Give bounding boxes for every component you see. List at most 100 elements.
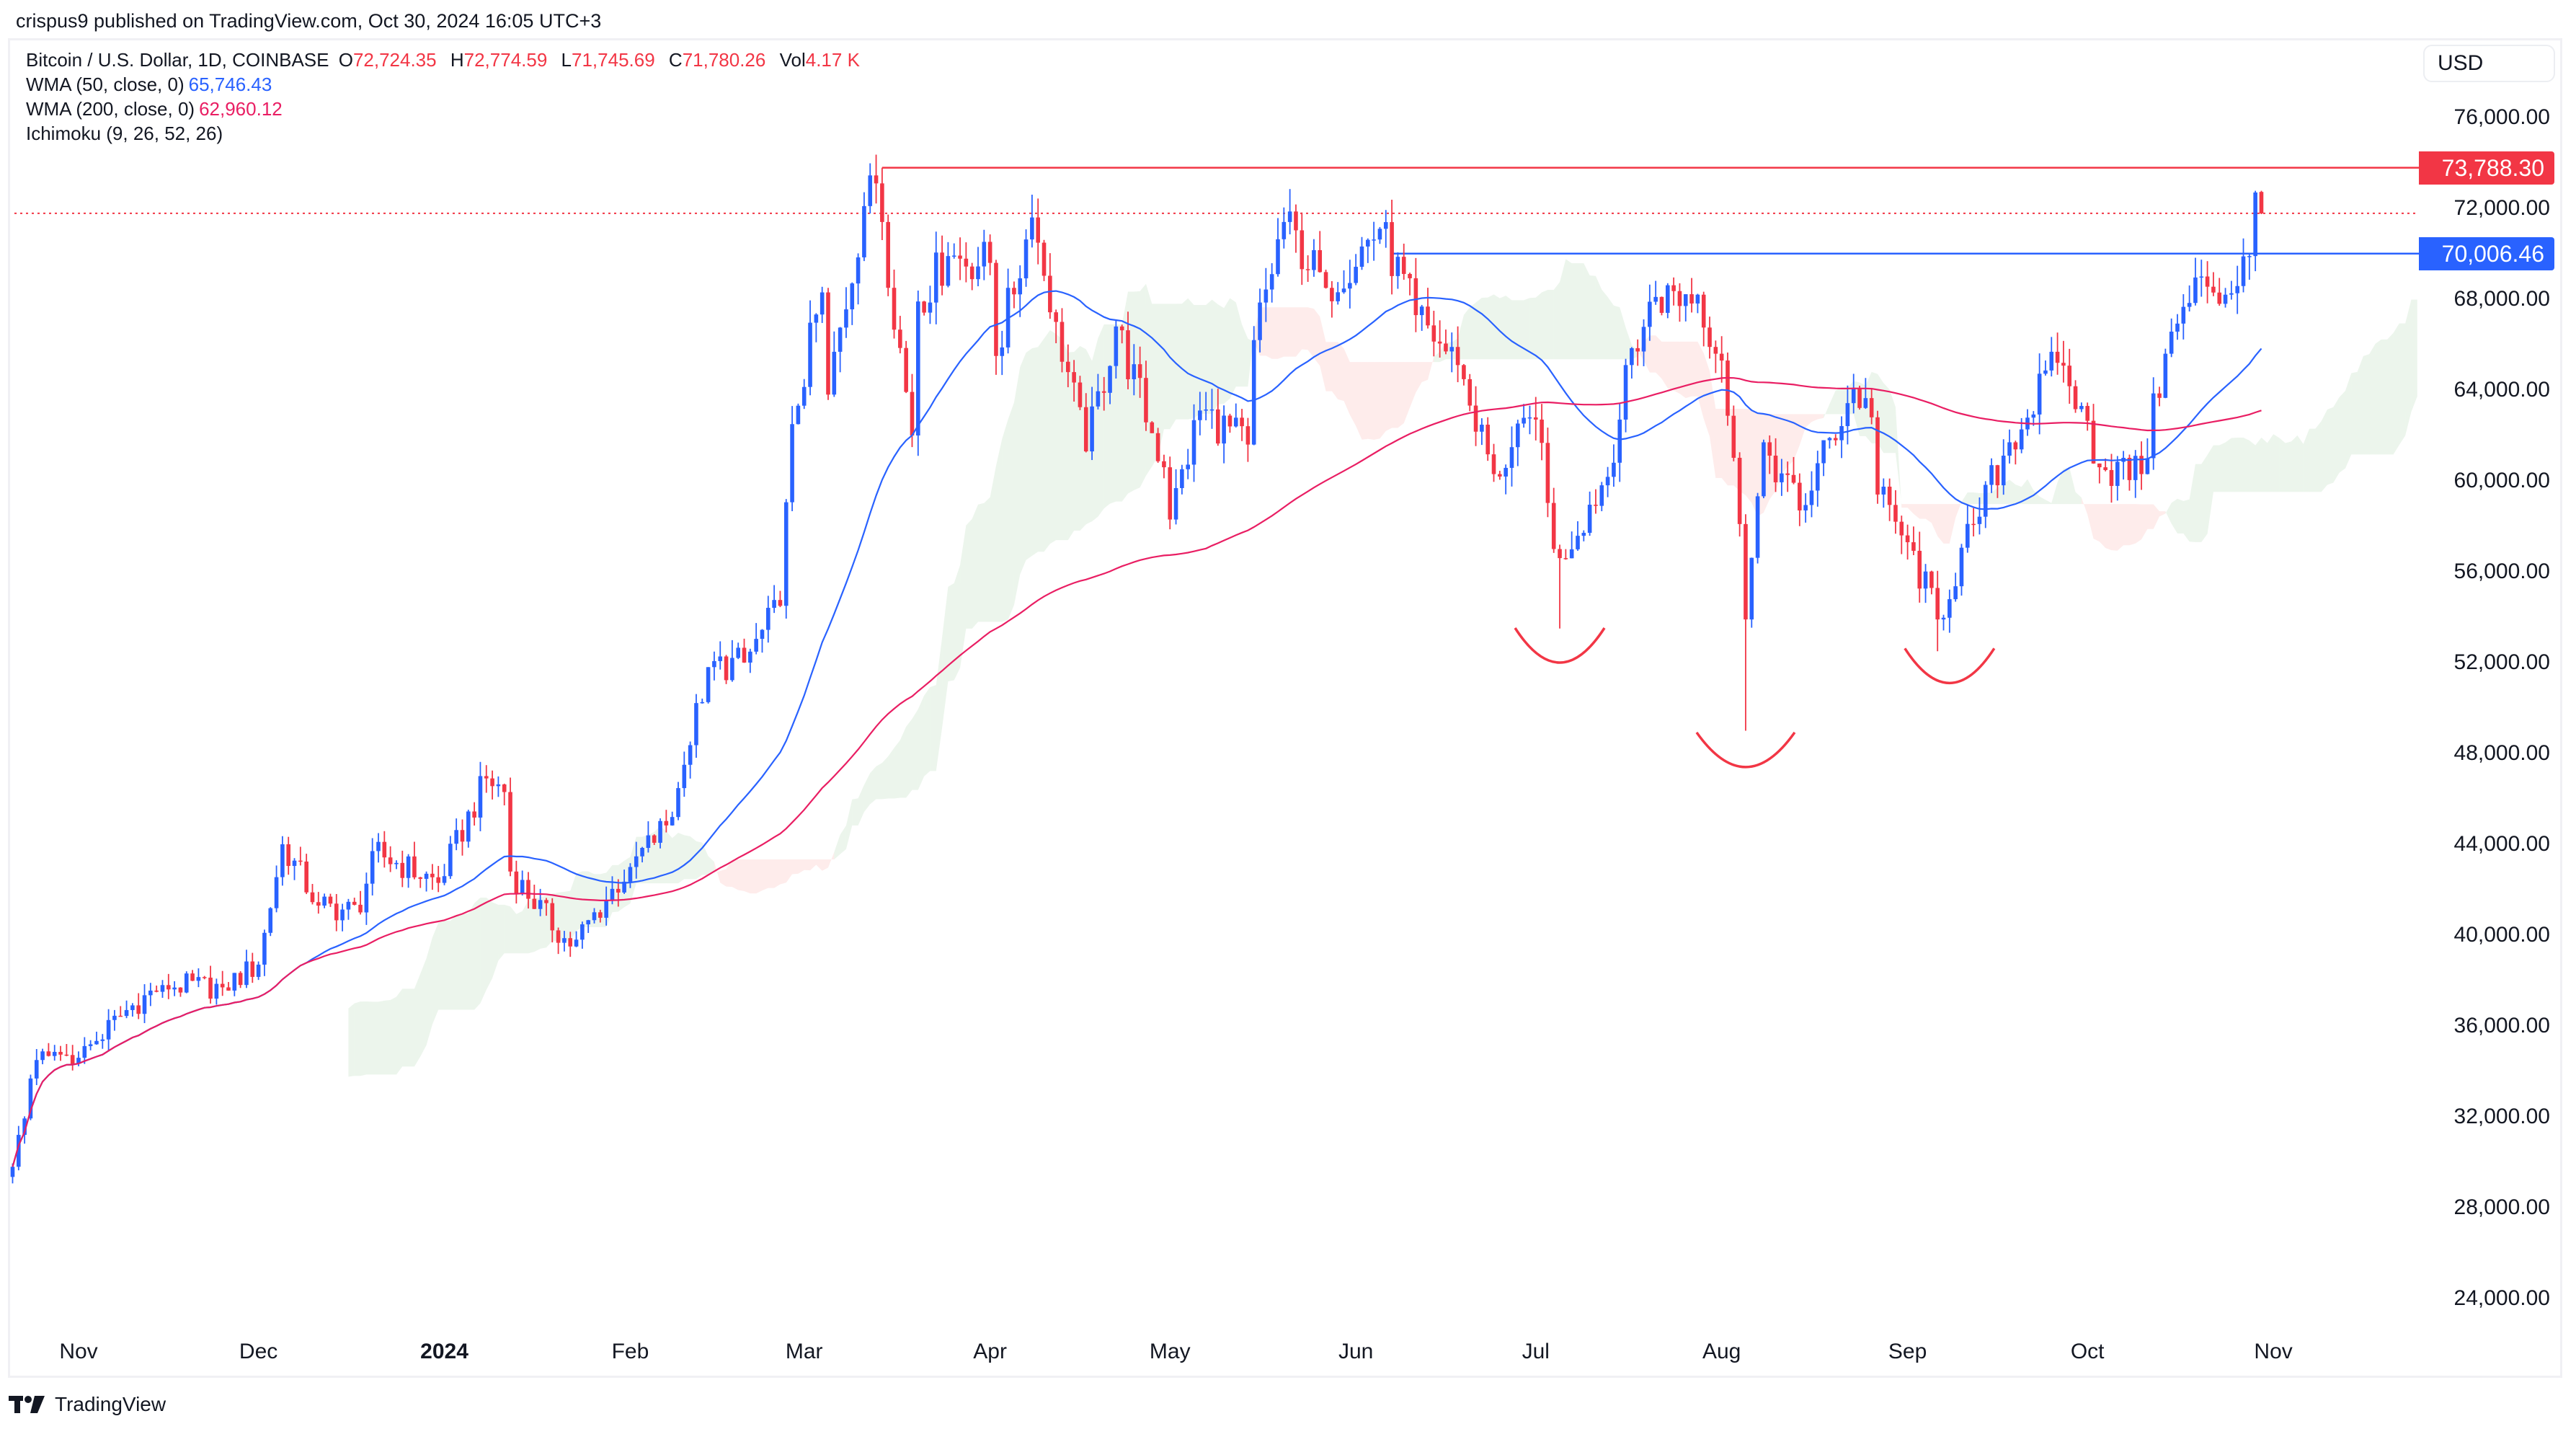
ichimoku-cloud-segment — [1416, 362, 1422, 393]
ichimoku-cloud-segment — [1421, 362, 1428, 383]
ichimoku-cloud-segment — [912, 709, 918, 790]
candle-body — [484, 776, 489, 779]
candle-body — [1803, 505, 1808, 510]
candle-body — [514, 871, 519, 894]
candle-body — [796, 405, 801, 425]
open-label: O — [338, 49, 353, 71]
publisher-line: crispus9 published on TradingView.com, O… — [16, 10, 602, 32]
candle-body — [430, 873, 435, 877]
candle-body — [454, 830, 458, 844]
candle-body — [508, 792, 512, 872]
time-tick-label: Sep — [1888, 1340, 1927, 1363]
ichimoku-cloud-segment — [2291, 435, 2298, 492]
ichimoku-cloud-segment — [1889, 389, 1896, 454]
ichimoku-label: Ichimoku (9, 26, 52, 26) — [26, 123, 223, 144]
candle-body — [766, 608, 770, 630]
candle-body — [898, 329, 902, 348]
ichimoku-cloud-segment — [1224, 298, 1230, 404]
candle-body — [1245, 426, 1251, 445]
legend-ichimoku[interactable]: Ichimoku (9, 26, 52, 26) — [26, 123, 227, 145]
candle-body — [1791, 474, 1796, 483]
pattern-arc — [1695, 731, 1796, 769]
ichimoku-cloud-segment — [1206, 299, 1212, 414]
ichimoku-cloud-segment — [2189, 464, 2195, 542]
candle-body — [2031, 414, 2036, 418]
ichimoku-cloud-segment — [1811, 414, 1818, 422]
candle-body — [1263, 289, 1269, 303]
ichimoku-cloud-segment — [1266, 307, 1272, 359]
ichimoku-cloud-segment — [906, 718, 912, 798]
price-tick-label: 72,000.00 — [2453, 196, 2550, 220]
ichimoku-cloud-segment — [1715, 408, 1722, 478]
ichimoku-cloud-segment — [1278, 307, 1284, 359]
ichimoku-cloud-segment — [2195, 464, 2202, 542]
ichimoku-cloud-segment — [2411, 299, 2417, 412]
open-value: 72,724.35 — [352, 49, 437, 71]
candle-body — [2181, 306, 2186, 324]
ichimoku-cloud-segment — [1194, 305, 1200, 419]
candle-body — [838, 327, 843, 352]
ichimoku-cloud-segment — [1313, 309, 1320, 366]
wma50-line — [12, 290, 2262, 1167]
ichimoku-cloud-segment — [2099, 504, 2106, 549]
candle-body — [862, 205, 866, 257]
ichimoku-cloud-segment — [1302, 307, 1308, 350]
candle-body — [658, 820, 662, 843]
ichimoku-cloud-segment — [2021, 479, 2028, 505]
currency-button[interactable]: USD — [2423, 45, 2555, 82]
candle-body — [1282, 221, 1287, 239]
candle-body — [2175, 323, 2180, 332]
candle-body — [262, 932, 267, 965]
candle-body — [478, 776, 483, 818]
ichimoku-cloud-segment — [2321, 409, 2327, 492]
candle-body — [1666, 285, 1670, 313]
volume-value: 4.17 K — [805, 49, 860, 71]
symbol-name: Bitcoin / U.S. Dollar, 1D, COINBASE — [26, 49, 329, 71]
legend-wma200[interactable]: WMA (200, close, 0) 62,960.12 — [26, 98, 287, 120]
candle-body — [688, 745, 693, 765]
ichimoku-cloud-segment — [498, 904, 505, 961]
candle-body — [1893, 505, 1898, 522]
legend-wma50[interactable]: WMA (50, close, 0) 65,746.43 — [26, 74, 276, 96]
candle-body — [742, 647, 747, 663]
candle-body — [928, 302, 933, 313]
ichimoku-cloud-segment — [2399, 323, 2406, 445]
ichimoku-cloud-segment — [2051, 482, 2058, 505]
candle-body — [1785, 473, 1790, 475]
tradingview-logo[interactable]: TradingView — [9, 1393, 166, 1416]
candle-body — [832, 351, 837, 395]
ichimoku-cloud-segment — [1044, 329, 1050, 552]
price-tick-label: 32,000.00 — [2453, 1105, 2550, 1128]
candle-body — [1587, 505, 1592, 534]
candle-body — [100, 1039, 105, 1041]
ichimoku-cloud-segment — [1385, 362, 1393, 431]
time-tick-label: Aug — [1702, 1340, 1741, 1363]
ichimoku-cloud-segment — [420, 958, 427, 1057]
ichimoku-cloud-segment — [468, 903, 475, 1010]
candle-body — [1635, 348, 1640, 352]
candle-body — [1911, 542, 1916, 551]
ichimoku-cloud-segment — [1356, 362, 1362, 440]
candle-body — [2091, 420, 2096, 464]
candle-body — [1671, 285, 1676, 291]
ichimoku-cloud-segment — [762, 859, 768, 891]
ichimoku-cloud-segment — [2009, 479, 2016, 505]
candle-body — [1462, 365, 1466, 379]
candle-body — [2157, 393, 2162, 398]
ichimoku-cloud-segment — [852, 798, 858, 826]
candle-body — [2151, 393, 2156, 459]
candle-body — [280, 844, 285, 877]
ichimoku-cloud-segment — [881, 756, 889, 800]
ichimoku-cloud-segment — [2057, 469, 2064, 505]
candle-body — [933, 252, 938, 303]
price-tick-label: 28,000.00 — [2453, 1195, 2550, 1219]
ichimoku-cloud-segment — [2231, 438, 2238, 492]
candle-body — [1498, 474, 1502, 477]
ichimoku-cloud-segment — [978, 503, 985, 622]
candle-body — [1186, 464, 1190, 469]
candle-body — [2013, 442, 2018, 450]
candle-body — [34, 1060, 39, 1079]
ichimoku-cloud-segment — [462, 913, 468, 1010]
candle-body — [1623, 365, 1628, 420]
